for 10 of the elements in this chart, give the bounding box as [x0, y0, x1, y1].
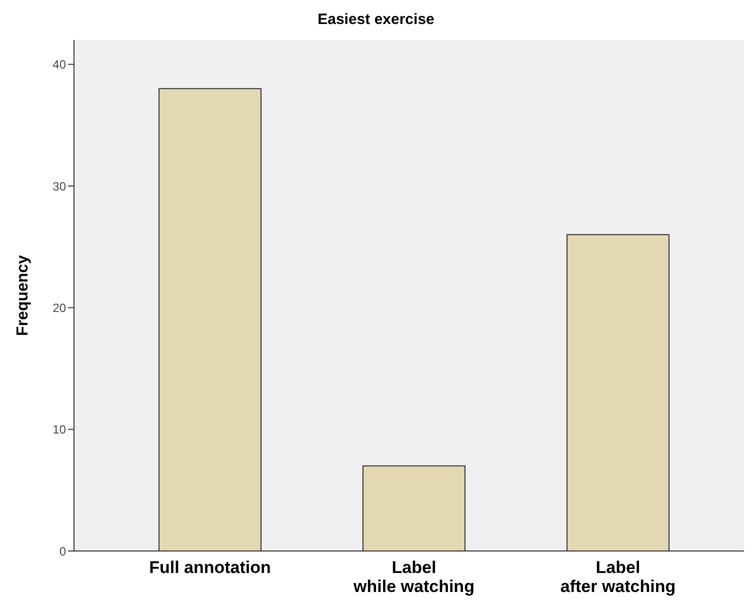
- x-tick-label: Full annotation: [149, 558, 271, 577]
- y-axis-title: Frequency: [14, 254, 32, 336]
- y-tick-label: 0: [59, 544, 66, 558]
- y-tick-label: 30: [52, 179, 66, 194]
- y-tick-label: 10: [52, 422, 66, 437]
- y-tick-label: 20: [52, 300, 66, 315]
- x-tick-label: Label while watching: [352, 558, 474, 596]
- y-tick-label: 40: [52, 58, 66, 72]
- x-tick-label: Label after watching: [560, 558, 676, 596]
- chart-title: Easiest exercise: [316, 10, 436, 30]
